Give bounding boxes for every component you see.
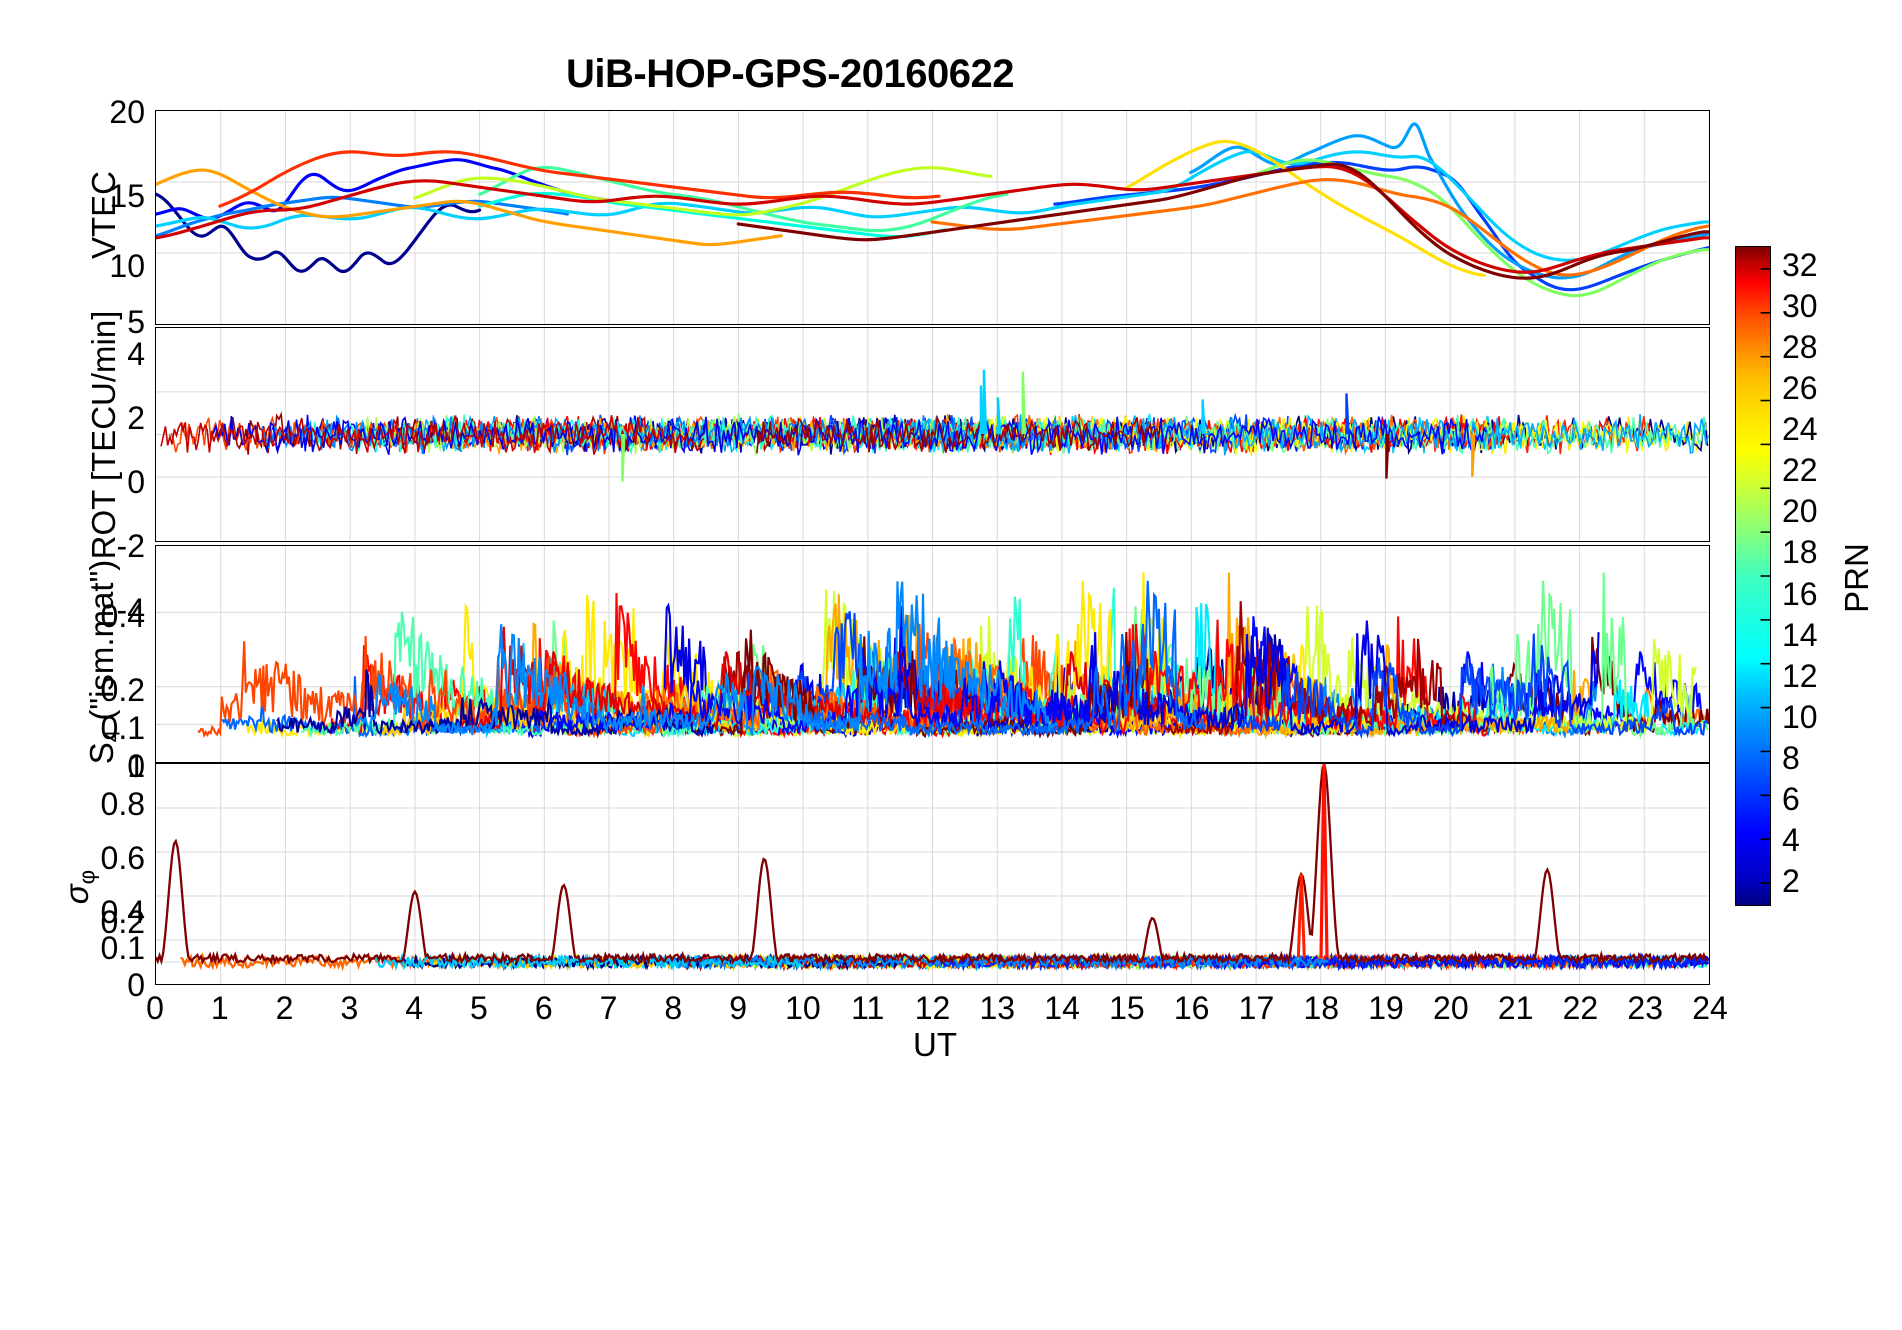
- vtec-plot: [156, 111, 1709, 324]
- rot-panel: [155, 327, 1710, 542]
- rot-ytick-m2: -2: [116, 528, 145, 564]
- x-tick-18: 18: [1303, 990, 1340, 1026]
- x-tick-3: 3: [340, 990, 359, 1026]
- s4-ytick-04: 0.4: [100, 598, 145, 634]
- x-tick-22: 22: [1562, 990, 1599, 1026]
- x-tick-24: 24: [1692, 990, 1728, 1026]
- sigmaphi-ytick-06: 0.6: [100, 840, 145, 876]
- sigmaphi-ytick-01: 0.1: [100, 930, 145, 966]
- x-tick-9: 9: [729, 990, 748, 1026]
- rot-ytick-0: 0: [127, 464, 145, 500]
- x-tick-4: 4: [405, 990, 424, 1026]
- sigmaphi-ytick-0: 0: [127, 967, 145, 1003]
- s4-panel: [155, 545, 1710, 763]
- rot-trace: [756, 414, 1160, 454]
- colorbar-tick-16: 16: [1782, 575, 1818, 612]
- colorbar-tick-30: 30: [1782, 288, 1818, 325]
- colorbar-tick-32: 32: [1782, 247, 1818, 283]
- colorbar-tick-22: 22: [1782, 452, 1818, 489]
- colorbar-gradient: [1736, 247, 1770, 905]
- rot-ytick-2: 2: [127, 400, 145, 436]
- x-tick-19: 19: [1368, 990, 1404, 1026]
- x-tick-1: 1: [210, 990, 229, 1026]
- rot-trace: [806, 416, 1487, 455]
- s4-ytick-02: 0.2: [100, 672, 145, 708]
- sigmaphi-plot: [156, 764, 1709, 984]
- s4-ytick-0: 0: [127, 748, 145, 784]
- rot-noise-series: [160, 411, 1709, 457]
- colorbar-tick-6: 6: [1782, 780, 1800, 817]
- x-tick-6: 6: [534, 990, 553, 1026]
- x-tick-7: 7: [599, 990, 618, 1026]
- sigmaphi-trace: [373, 952, 805, 972]
- sigmaphi-spike-177: [1296, 873, 1306, 958]
- rot-spikes: [621, 369, 1476, 482]
- colorbar-tick-8: 8: [1782, 739, 1800, 776]
- s4-trace: [300, 611, 769, 739]
- x-tick-13: 13: [979, 990, 1016, 1026]
- x-tick-17: 17: [1238, 990, 1275, 1026]
- colorbar-label: PRN: [1838, 543, 1875, 613]
- colorbar-tick-4: 4: [1782, 821, 1800, 858]
- colorbar-tick-28: 28: [1782, 329, 1818, 366]
- s4-ytick-01: 0.1: [100, 710, 145, 746]
- vtec-ytick-10: 10: [109, 248, 145, 284]
- vtec-panel: [155, 110, 1710, 325]
- page-title: UiB-HOP-GPS-20160622: [566, 52, 1014, 96]
- rot-plot: [156, 328, 1709, 541]
- x-tick-14: 14: [1044, 990, 1080, 1026]
- sigmaphi-trace-prn32: [156, 764, 1709, 966]
- s4-series: [197, 572, 1709, 740]
- vtec-series: [156, 122, 1709, 298]
- sigmaphi-ytick-02: 0.2: [100, 904, 145, 940]
- x-tick-15: 15: [1109, 990, 1145, 1026]
- colorbar-tick-26: 26: [1782, 370, 1818, 407]
- x-tick-20: 20: [1433, 990, 1469, 1026]
- vtec-ytick-15: 15: [109, 178, 145, 214]
- colorbar-tick-24: 24: [1782, 411, 1818, 448]
- sigmaphi-panel: [155, 763, 1710, 985]
- rot-ytick-m4: -4: [116, 592, 145, 628]
- sigmaphi-ytick-04: 0.4: [100, 894, 145, 930]
- s4-trace: [1241, 633, 1709, 740]
- sigmaphi-ytick-08: 0.8: [100, 786, 145, 822]
- x-axis-label: UT: [913, 1026, 957, 1063]
- x-tick-10: 10: [785, 990, 821, 1026]
- prn-colorbar: [1735, 246, 1771, 906]
- x-tick-2: 2: [275, 990, 294, 1026]
- s4-plot: [156, 546, 1709, 762]
- x-tick-5: 5: [470, 990, 488, 1026]
- colorbar-tick-2: 2: [1782, 863, 1800, 899]
- colorbar-tick-12: 12: [1782, 657, 1818, 694]
- x-tick-16: 16: [1173, 990, 1210, 1026]
- x-tick-21: 21: [1497, 990, 1534, 1026]
- s4-trace: [355, 581, 1058, 736]
- x-tick-11: 11: [851, 990, 885, 1026]
- rot-ytick-4: 4: [127, 336, 145, 372]
- x-tick-23: 23: [1627, 990, 1663, 1026]
- sigmaphi-series: [156, 764, 1709, 972]
- colorbar-tick-20: 20: [1782, 493, 1818, 530]
- sigmaphi-ytick-1: 1: [127, 748, 145, 784]
- vtec-ytick-20: 20: [109, 94, 145, 130]
- x-tick-12: 12: [914, 990, 951, 1026]
- x-tick-8: 8: [664, 990, 683, 1026]
- s4-trace: [537, 605, 1105, 736]
- rot-trace: [160, 415, 705, 455]
- sigmaphi-max-spike: [1319, 764, 1329, 958]
- x-tick-0: 0: [146, 990, 164, 1026]
- vtec-ytick-5: 5: [127, 304, 145, 340]
- colorbar-tick-18: 18: [1782, 534, 1818, 571]
- sigmaphi-gridlines: [156, 764, 1709, 984]
- s4-trace: [799, 580, 1207, 738]
- colorbar-tick-10: 10: [1782, 698, 1818, 735]
- colorbar-tick-14: 14: [1782, 616, 1818, 653]
